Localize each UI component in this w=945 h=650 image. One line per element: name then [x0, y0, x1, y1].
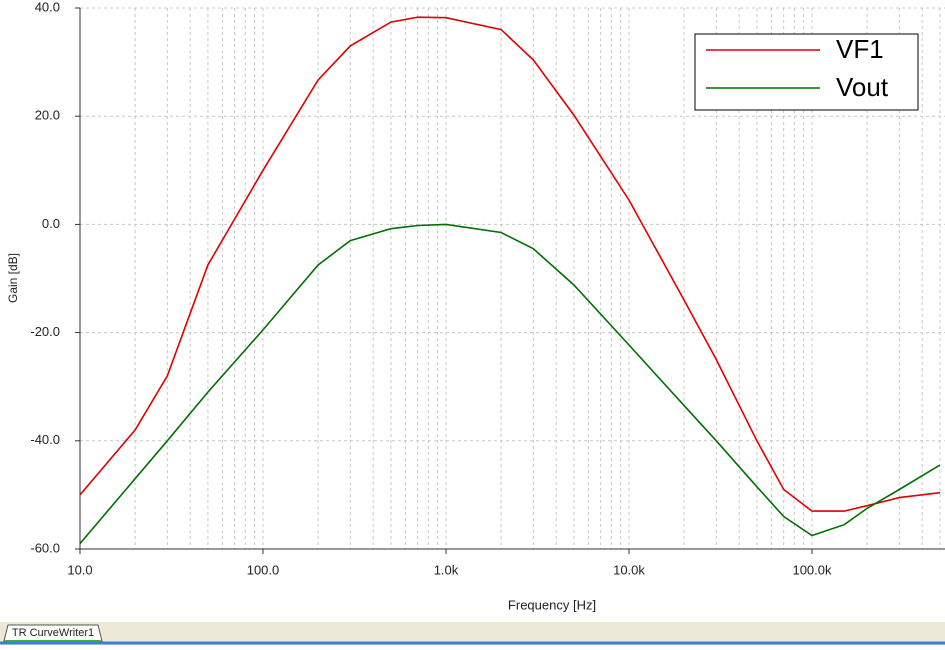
series-line: [80, 223, 941, 545]
legend-label: VF1: [836, 34, 884, 64]
tab-bar: [0, 622, 945, 645]
x-tick-label: 100.0k: [792, 562, 832, 577]
y-tick-label: -20.0: [30, 324, 60, 339]
series-line: [80, 16, 940, 512]
x-axis-label: Frequency [Hz]: [508, 597, 596, 612]
y-axis-label: Gain [dB]: [6, 253, 20, 303]
y-tick-label: 0.0: [42, 216, 60, 231]
y-tick-label: 40.0: [35, 0, 60, 14]
y-tick-label: 20.0: [35, 108, 60, 123]
y-tick-label: -40.0: [30, 432, 60, 447]
y-tick-label: -60.0: [30, 540, 60, 555]
x-tick-label: 10.0: [67, 562, 92, 577]
legend: [694, 33, 919, 111]
legend-label: Vout: [836, 72, 889, 102]
x-tick-label: 1.0k: [434, 562, 459, 577]
x-tick-label: 10.0k: [613, 562, 645, 577]
tab-label[interactable]: TR CurveWriter1: [12, 627, 94, 639]
x-tick-label: 100.0: [247, 562, 280, 577]
